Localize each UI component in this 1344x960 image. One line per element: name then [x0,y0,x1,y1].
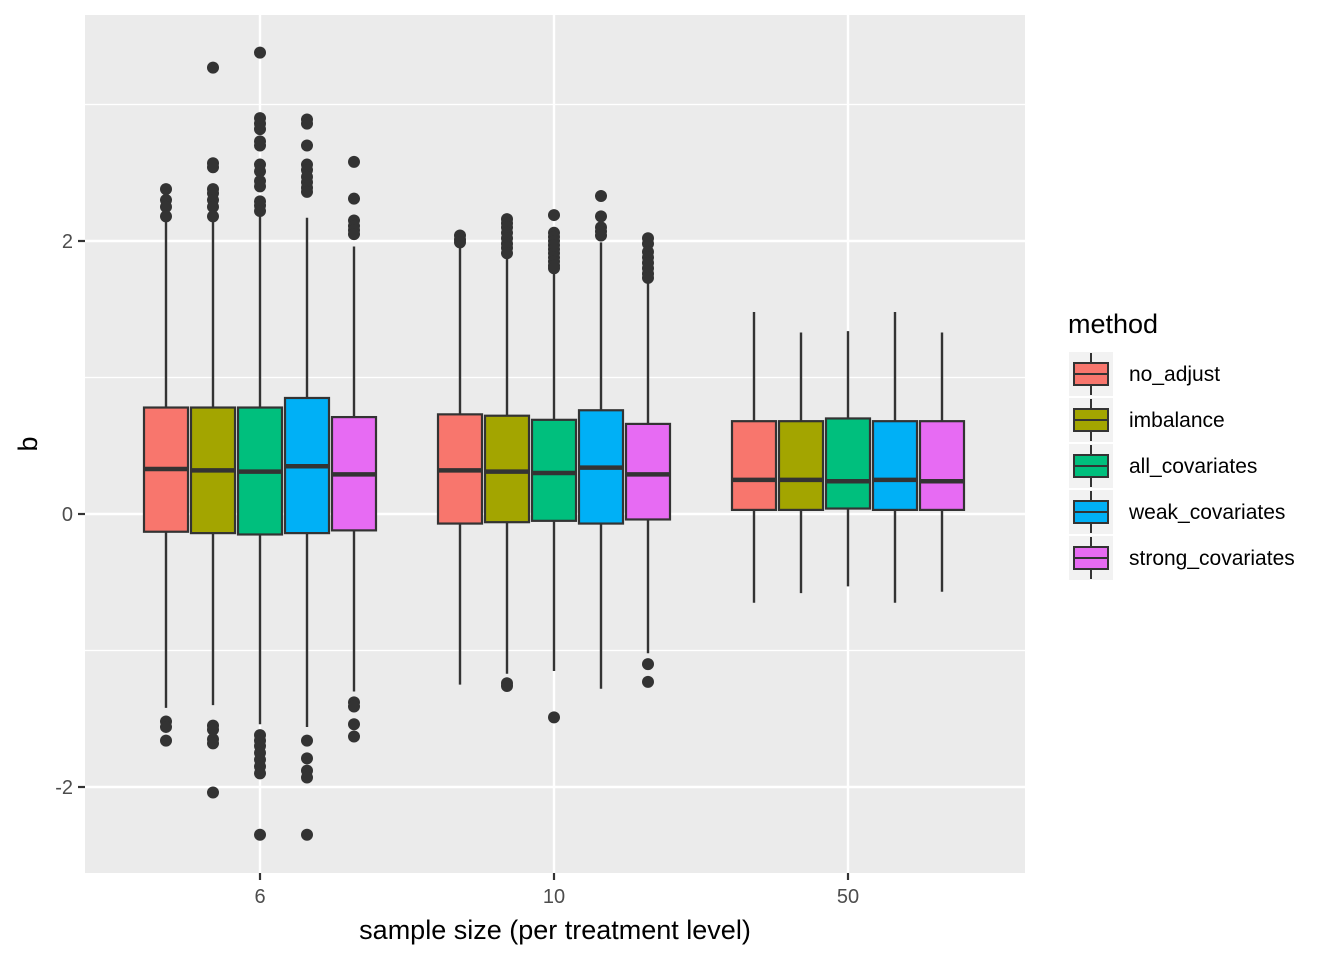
outlier-point [348,700,360,712]
legend: method no_adjust imbalance all_covariatesw… [1068,309,1295,580]
outlier-point [548,262,560,274]
outlier-point [548,711,560,723]
x-tick-label: 50 [837,886,859,908]
outlier-point [348,730,360,742]
outlier-point [301,118,313,130]
outlier-point [595,210,607,222]
legend-label: no_adjust [1129,363,1220,386]
outlier-point [254,47,266,59]
legend-label: strong_covariates [1129,547,1295,570]
outlier-point [642,658,654,670]
legend-label: all_covariates [1129,455,1257,478]
outlier-point [207,786,219,798]
outlier-point [348,228,360,240]
outlier-point [254,829,266,841]
outlier-point [254,123,266,135]
outlier-point [595,230,607,242]
outlier-point [454,236,466,248]
y-axis-title: b [13,436,43,451]
y-tick-label: 0 [62,504,73,526]
outlier-point [254,139,266,151]
outlier-point [501,247,513,259]
x-tick-label: 10 [543,886,565,908]
outlier-point [207,62,219,74]
outlier-point [348,193,360,205]
outlier-point [301,752,313,764]
outlier-point [207,210,219,222]
legend-item-weak_covariates: weak_covariates [1069,490,1285,534]
x-axis: 6 10 50 [254,873,859,908]
outlier-point [207,161,219,173]
outlier-point [642,272,654,284]
outlier-point [301,139,313,151]
outlier-point [254,180,266,192]
outlier-point [301,829,313,841]
y-axis: -2 0 2 [55,231,85,799]
outlier-point [501,680,513,692]
outlier-point [348,156,360,168]
legend-item-imbalance: imbalance [1069,398,1225,442]
legend-item-no_adjust: no_adjust [1069,352,1220,396]
outlier-point [160,183,172,195]
outlier-point [348,718,360,730]
box-body [732,421,776,510]
outlier-point [254,767,266,779]
legend-label: imbalance [1129,409,1225,432]
outlier-point [160,735,172,747]
legend-item-strong_covariates: strong_covariates [1069,536,1295,580]
x-axis-title: sample size (per treatment level) [359,915,751,945]
outlier-point [160,210,172,222]
legend-title: method [1068,309,1158,339]
outlier-point [301,735,313,747]
y-tick-label: 2 [62,231,73,253]
outlier-point [642,676,654,688]
outlier-point [595,190,607,202]
outlier-point [301,771,313,783]
outlier-point [254,205,266,217]
box-body [779,421,823,510]
outlier-point [160,721,172,733]
box-body [626,424,670,520]
box-body [485,416,529,522]
legend-label: weak_covariates [1128,501,1285,524]
box-body [532,420,576,521]
box-body [826,418,870,508]
outlier-point [548,209,560,221]
outlier-point [301,186,313,198]
x-tick-label: 6 [254,886,265,908]
legend-item-all_covariates: all_covariates [1069,444,1257,488]
y-tick-label: -2 [55,777,73,799]
box-body [873,421,917,510]
box-body [920,421,964,510]
outlier-point [207,737,219,749]
